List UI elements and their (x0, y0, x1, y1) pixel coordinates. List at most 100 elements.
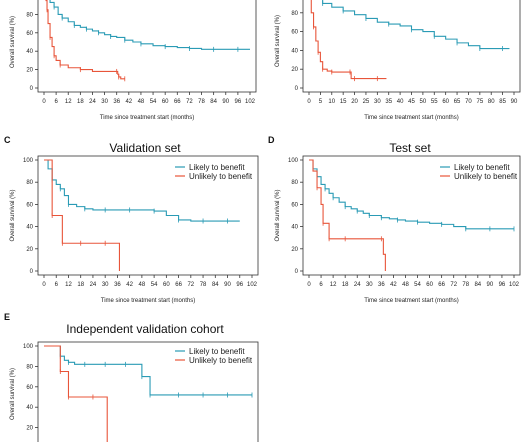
x-tick-label: 90 (511, 99, 518, 105)
series-line-1 (310, 0, 387, 80)
x-tick-label: 72 (187, 282, 194, 288)
x-tick-label: 78 (462, 282, 469, 288)
y-axis-label: Overall survival (%) (10, 16, 16, 68)
y-tick-label: 80 (26, 364, 33, 370)
y-axis-label: Overall survival (%) (10, 368, 16, 420)
x-tick-label: 6 (55, 282, 59, 288)
series-line-0 (44, 159, 240, 222)
x-tick-label: 18 (77, 99, 84, 105)
x-tick-label: 60 (442, 99, 449, 105)
x-tick-label: 54 (414, 282, 421, 288)
chart-panel-1: 0204060801000510152025303540455055606570… (275, 0, 521, 121)
x-tick-label: 45 (408, 99, 415, 105)
series-line-0 (322, 0, 510, 50)
x-tick-label: 102 (509, 282, 520, 288)
x-tick-label: 84 (474, 282, 481, 288)
x-axis-label: Time since treatment start (months) (364, 298, 458, 304)
x-tick-label: 80 (488, 99, 495, 105)
y-tick-label: 60 (291, 30, 298, 36)
legend-label: Likely to benefit (189, 163, 245, 172)
x-tick-label: 0 (307, 99, 311, 105)
x-tick-label: 60 (426, 282, 433, 288)
plot-frame (37, 341, 259, 442)
y-tick-label: 20 (291, 247, 298, 253)
plot-frame (37, 0, 257, 93)
chart-title: Validation set (109, 141, 181, 155)
y-tick-label: 60 (291, 202, 298, 208)
y-tick-label: 100 (23, 158, 34, 164)
x-tick-label: 85 (499, 99, 506, 105)
y-tick-label: 80 (26, 180, 33, 186)
x-tick-label: 84 (212, 282, 219, 288)
x-tick-label: 42 (126, 282, 133, 288)
x-tick-label: 24 (354, 282, 361, 288)
x-tick-label: 90 (487, 282, 494, 288)
x-tick-label: 48 (138, 99, 145, 105)
legend-label: Likely to benefit (454, 163, 510, 172)
panel-label: E (4, 312, 10, 322)
y-tick-label: 20 (291, 67, 298, 73)
x-tick-label: 20 (351, 99, 358, 105)
x-tick-label: 12 (330, 282, 337, 288)
chart-title: Test set (389, 141, 431, 155)
panel-label: D (268, 135, 275, 145)
x-tick-label: 18 (77, 282, 84, 288)
x-tick-label: 0 (42, 99, 46, 105)
y-tick-label: 80 (291, 11, 298, 17)
legend-label: Likely to benefit (189, 347, 245, 356)
y-tick-label: 40 (291, 48, 298, 54)
x-tick-label: 18 (342, 282, 349, 288)
y-tick-label: 0 (295, 86, 299, 92)
x-tick-label: 42 (390, 282, 397, 288)
x-tick-label: 60 (163, 282, 170, 288)
x-tick-label: 102 (247, 282, 258, 288)
x-tick-label: 65 (454, 99, 461, 105)
x-tick-label: 90 (222, 99, 229, 105)
y-axis-label: Overall survival (%) (275, 15, 281, 67)
x-tick-label: 90 (224, 282, 231, 288)
x-tick-label: 40 (397, 99, 404, 105)
series-line-1 (44, 345, 108, 442)
y-tick-label: 40 (26, 405, 33, 411)
x-axis-label: Time since treatment start (months) (100, 115, 194, 121)
x-tick-label: 78 (200, 282, 207, 288)
x-axis-label: Time since treatment start (months) (364, 115, 458, 121)
x-tick-label: 10 (328, 99, 335, 105)
x-tick-label: 0 (42, 282, 46, 288)
y-tick-label: 60 (26, 31, 33, 37)
plot-frame (37, 155, 259, 276)
series-line-1 (309, 159, 386, 271)
x-tick-label: 36 (378, 282, 385, 288)
y-tick-label: 20 (26, 247, 33, 253)
x-tick-label: 60 (162, 99, 169, 105)
x-tick-label: 30 (102, 282, 109, 288)
x-tick-label: 24 (90, 282, 97, 288)
x-tick-label: 70 (465, 99, 472, 105)
x-tick-label: 30 (374, 99, 381, 105)
x-axis-label: Time since treatment start (months) (101, 298, 195, 304)
x-tick-label: 6 (319, 282, 323, 288)
y-tick-label: 60 (26, 385, 33, 391)
x-tick-label: 36 (113, 99, 120, 105)
y-tick-label: 80 (26, 12, 33, 18)
x-tick-label: 0 (307, 282, 311, 288)
x-tick-label: 15 (340, 99, 347, 105)
y-tick-label: 60 (26, 202, 33, 208)
chart-panel-3: 0 20 40 60 80 100 0 6 12 18 24 30 36 42 48 54 60 66 72 78 84… (268, 135, 521, 304)
y-axis-label: Overall survival (%) (275, 189, 281, 241)
chart-panel-2: 0 20 40 60 80 100 0 6 12 18 24 30 36 42 48 54 60 66 72 78 84… (4, 135, 259, 304)
legend-label: Unlikely to benefit (189, 172, 253, 181)
y-tick-label: 40 (26, 49, 33, 55)
y-tick-label: 80 (291, 180, 298, 186)
x-tick-label: 50 (420, 99, 427, 105)
y-tick-label: 0 (30, 86, 34, 92)
panel-label: C (4, 135, 11, 145)
y-tick-label: 20 (26, 426, 33, 432)
x-tick-label: 24 (89, 99, 96, 105)
x-tick-label: 72 (450, 282, 457, 288)
x-tick-label: 48 (139, 282, 146, 288)
x-tick-label: 5 (319, 99, 323, 105)
x-tick-label: 54 (150, 99, 157, 105)
x-tick-label: 75 (476, 99, 483, 105)
series-line-1 (44, 159, 121, 271)
